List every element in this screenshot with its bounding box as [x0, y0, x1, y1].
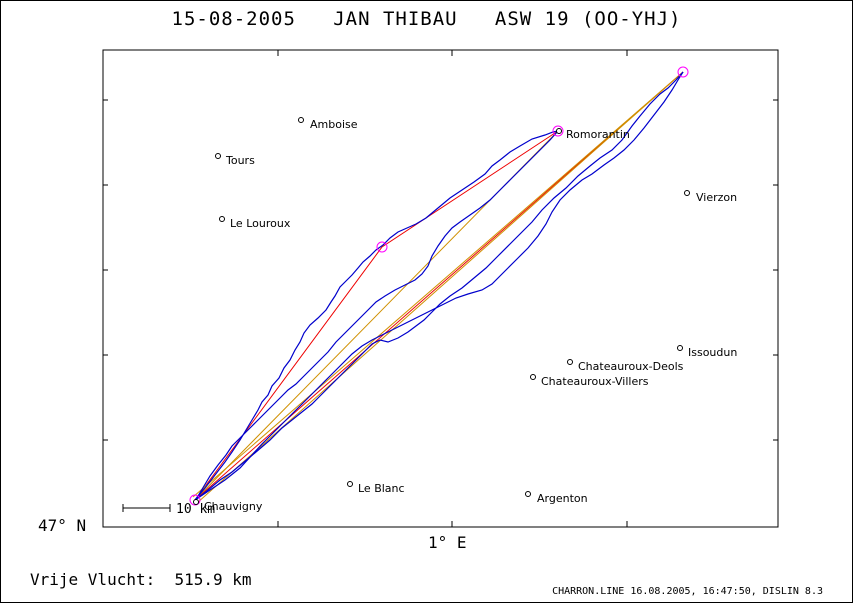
software-stamp: CHARRON.LINE 16.08.2005, 16:47:50, DISLI…	[552, 586, 823, 597]
place-marker-le-louroux	[219, 216, 225, 222]
place-marker-amboise	[298, 117, 304, 123]
place-marker-argenton	[525, 491, 531, 497]
task-lines	[192, 71, 684, 504]
place-label-chauvigny: Chauvigny	[204, 500, 263, 513]
place-marker-le-blanc	[347, 481, 353, 487]
place-label-issoudun: Issoudun	[688, 346, 737, 359]
scale-bar-label: 10 km	[176, 502, 215, 517]
track-segment-4	[194, 71, 684, 501]
y-axis-label: 47° N	[38, 516, 86, 535]
place-label-argenton: Argenton	[537, 492, 588, 505]
x-axis-label: 1° E	[428, 533, 467, 552]
free-flight-distance: Vrije Vlucht: 515.9 km	[30, 570, 252, 589]
place-markers	[193, 117, 690, 505]
track-segment-1	[194, 130, 559, 501]
place-label-romorantin: Romorantin	[566, 128, 630, 141]
turnpoint-2	[552, 125, 564, 137]
place-marker-romorantin	[556, 128, 562, 134]
task-line-leg-e	[192, 71, 684, 498]
place-labels: Amboise Tours Le Louroux Romorantin Vier…	[204, 118, 737, 513]
flight-title: 15-08-2005 JAN THIBAU ASW 19 (OO-YHJ)	[171, 8, 682, 30]
turnpoint-3	[677, 66, 689, 78]
place-marker-chateauroux-deols	[567, 359, 573, 365]
place-marker-tours	[215, 153, 221, 159]
place-marker-chateauroux-villers	[530, 374, 536, 380]
place-label-le-blanc: Le Blanc	[358, 482, 405, 495]
task-line-leg-a	[194, 130, 559, 501]
place-label-chateauroux-villers: Chateauroux-Villers	[541, 375, 649, 388]
place-label-chateauroux-deols: Chateauroux-Deols	[578, 360, 684, 373]
scale-bar: 10 km	[122, 502, 215, 517]
track-segment-2	[194, 130, 559, 501]
place-label-vierzon: Vierzon	[696, 191, 737, 204]
plot-area	[102, 49, 779, 528]
place-marker-vierzon	[684, 190, 690, 196]
place-marker-chauvigny	[193, 499, 199, 505]
track-segment-3	[194, 71, 684, 501]
place-marker-issoudun	[677, 345, 683, 351]
turnpoints	[189, 66, 689, 506]
place-label-amboise: Amboise	[310, 118, 358, 131]
axis-ticks	[103, 50, 778, 527]
place-label-le-louroux: Le Louroux	[230, 217, 291, 230]
task-line-leg-c	[194, 71, 684, 501]
turnpoint-1	[376, 241, 388, 253]
flight-track	[194, 71, 684, 501]
place-label-tours: Tours	[225, 154, 255, 167]
turnpoint-start	[189, 494, 201, 506]
